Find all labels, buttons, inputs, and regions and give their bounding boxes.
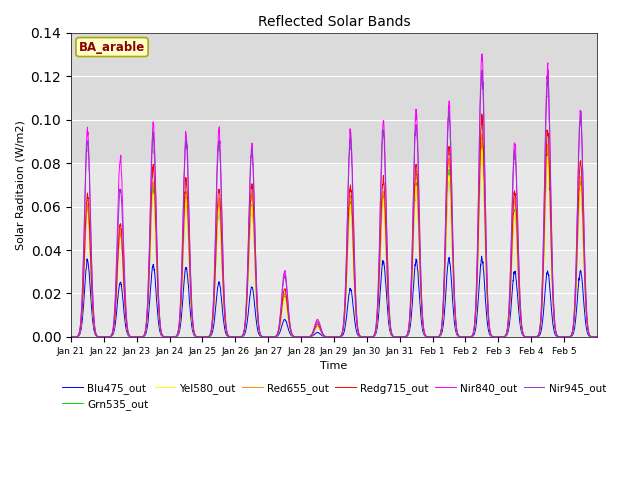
- Nir840_out: [233, 334, 241, 340]
- Blu475_out: [477, 253, 485, 259]
- Legend: Blu475_out, Grn535_out, Yel580_out, Red655_out, Redg715_out, Nir840_out, Nir945_: Blu475_out, Grn535_out, Yel580_out, Red6…: [58, 379, 610, 414]
- Nir840_out: [365, 334, 373, 340]
- Nir840_out: [492, 334, 500, 340]
- Nir945_out: [67, 334, 75, 340]
- Redg715_out: [492, 334, 500, 340]
- Grn535_out: [522, 334, 530, 340]
- Yel580_out: [233, 334, 241, 340]
- Redg715_out: [593, 334, 601, 340]
- Yel580_out: [120, 276, 127, 281]
- Blu475_out: [233, 334, 241, 340]
- Red655_out: [120, 276, 127, 282]
- Nir840_out: [593, 334, 601, 340]
- Grn535_out: [593, 334, 601, 340]
- Red655_out: [478, 132, 486, 137]
- Line: Yel580_out: Yel580_out: [71, 148, 597, 337]
- Nir840_out: [120, 238, 127, 243]
- Grn535_out: [365, 334, 373, 340]
- Grn535_out: [67, 334, 75, 340]
- Line: Nir840_out: Nir840_out: [71, 54, 597, 337]
- Grn535_out: [479, 140, 486, 145]
- Nir945_out: [522, 334, 530, 340]
- Line: Redg715_out: Redg715_out: [71, 114, 597, 337]
- Line: Blu475_out: Blu475_out: [71, 256, 597, 337]
- Redg715_out: [67, 334, 75, 340]
- Blu475_out: [522, 334, 530, 340]
- Yel580_out: [67, 334, 75, 340]
- Grn535_out: [233, 334, 241, 340]
- Redg715_out: [522, 334, 530, 340]
- Grn535_out: [586, 333, 593, 338]
- Red655_out: [586, 333, 593, 338]
- Yel580_out: [478, 145, 486, 151]
- Yel580_out: [365, 334, 373, 340]
- Blu475_out: [67, 334, 75, 340]
- Red655_out: [67, 334, 75, 340]
- X-axis label: Time: Time: [321, 361, 348, 371]
- Nir945_out: [586, 332, 593, 338]
- Yel580_out: [593, 334, 601, 340]
- Nir840_out: [67, 334, 75, 340]
- Red655_out: [593, 334, 601, 340]
- Redg715_out: [365, 334, 373, 340]
- Redg715_out: [120, 271, 127, 277]
- Yel580_out: [522, 334, 530, 340]
- Redg715_out: [233, 334, 241, 340]
- Blu475_out: [365, 334, 373, 340]
- Redg715_out: [478, 111, 486, 117]
- Title: Reflected Solar Bands: Reflected Solar Bands: [258, 15, 410, 29]
- Grn535_out: [492, 334, 500, 340]
- Red655_out: [492, 334, 500, 340]
- Blu475_out: [120, 304, 127, 310]
- Blu475_out: [492, 334, 500, 340]
- Nir945_out: [492, 334, 500, 340]
- Nir840_out: [478, 51, 486, 57]
- Blu475_out: [593, 334, 601, 340]
- Yel580_out: [492, 334, 500, 340]
- Y-axis label: Solar Raditaion (W/m2): Solar Raditaion (W/m2): [15, 120, 25, 250]
- Bar: [71, 33, 597, 163]
- Red655_out: [233, 334, 241, 340]
- Nir945_out: [365, 334, 373, 340]
- Nir840_out: [586, 332, 593, 338]
- Blu475_out: [586, 334, 593, 339]
- Nir840_out: [522, 334, 530, 340]
- Nir945_out: [233, 334, 241, 340]
- Yel580_out: [586, 333, 593, 338]
- Nir945_out: [478, 67, 486, 73]
- Line: Nir945_out: Nir945_out: [71, 70, 597, 337]
- Text: BA_arable: BA_arable: [79, 40, 145, 54]
- Red655_out: [365, 334, 373, 340]
- Nir945_out: [120, 254, 127, 260]
- Line: Red655_out: Red655_out: [71, 134, 597, 337]
- Nir945_out: [593, 334, 601, 340]
- Redg715_out: [586, 333, 593, 338]
- Grn535_out: [120, 275, 127, 280]
- Red655_out: [522, 334, 530, 340]
- Line: Grn535_out: Grn535_out: [71, 143, 597, 337]
